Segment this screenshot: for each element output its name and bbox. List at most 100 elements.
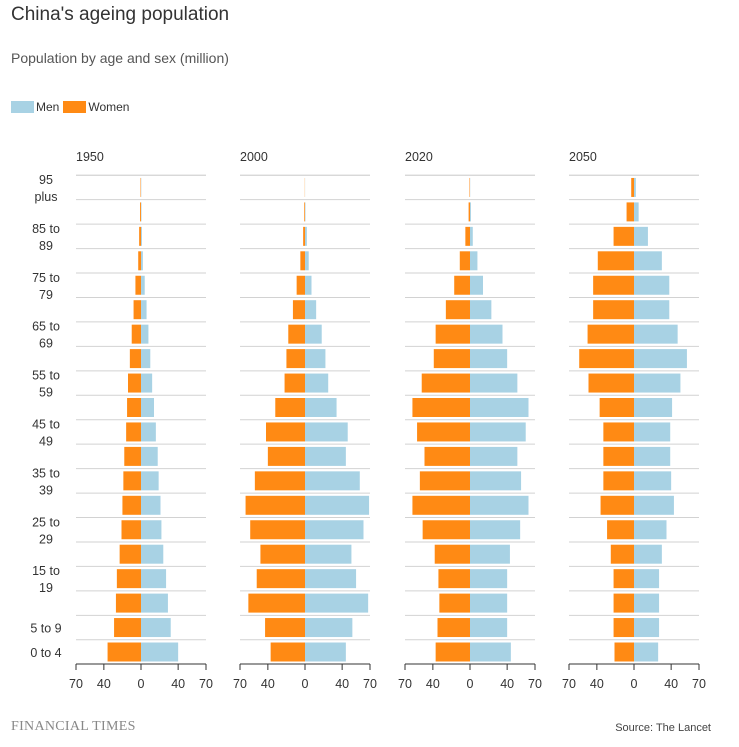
x-tick-label: 70 — [692, 677, 706, 691]
bar-men-2000-25-to-29 — [305, 520, 364, 540]
panel-year-label: 2050 — [569, 150, 597, 164]
bar-women-2000-15-to-19 — [256, 569, 305, 589]
chart-title: China's ageing population — [11, 4, 230, 25]
x-tick-label: 70 — [528, 677, 542, 691]
bar-men-2050-70-to-74 — [634, 300, 670, 320]
bar-men-1950-55-to-59 — [141, 373, 153, 393]
x-tick-label: 0 — [138, 677, 145, 691]
bar-women-2050-35-to-39 — [603, 471, 634, 491]
bar-men-1950-70-to-74 — [141, 300, 147, 320]
bar-men-1950-45-to-49 — [141, 422, 156, 442]
bar-men-2000-80-to-84 — [305, 251, 309, 271]
x-tick-label: 70 — [233, 677, 247, 691]
bar-women-2020-50-to-54 — [412, 398, 470, 417]
x-tick-label: 40 — [590, 677, 604, 691]
bar-women-1950-20-to-24 — [119, 544, 141, 564]
x-tick-label: 40 — [500, 677, 514, 691]
bar-women-1950-80-to-84 — [138, 251, 141, 271]
bar-men-2000-45-to-49 — [305, 422, 348, 442]
bar-women-2000-45-to-49 — [266, 422, 305, 442]
bar-men-2020-70-to-74 — [470, 300, 492, 320]
bar-men-2020-25-to-29 — [470, 520, 521, 540]
bar-men-2050-20-to-24 — [634, 544, 662, 564]
bar-women-2000-35-to-39 — [254, 471, 305, 491]
bar-men-2020-5-to-9 — [470, 618, 508, 638]
bar-women-2000-65-to-69 — [288, 324, 305, 344]
y-tick-label: 89 — [39, 239, 53, 253]
bar-women-2020-35-to-39 — [419, 471, 470, 491]
bar-men-2050-80-to-84 — [634, 251, 662, 271]
bar-women-2000-50-to-54 — [275, 398, 305, 417]
bar-men-1950-75-to-79 — [141, 275, 145, 295]
y-tick-label: 45 to — [32, 417, 60, 431]
bar-women-1950-35-to-39 — [123, 471, 141, 491]
bar-women-2050-0-to-4 — [614, 642, 634, 662]
bar-women-1950-70-to-74 — [133, 300, 141, 320]
bar-women-2000-10-to-14 — [248, 593, 305, 613]
bar-women-2020-65-to-69 — [435, 324, 470, 344]
panel-year-label: 2000 — [240, 150, 268, 164]
bar-men-2000-35-to-39 — [305, 471, 360, 491]
bar-men-2000-10-to-14 — [305, 593, 369, 613]
bar-men-1950-80-to-84 — [141, 251, 143, 271]
bar-women-1950-75-to-79 — [135, 275, 141, 295]
bar-men-2020-40-to-44 — [470, 446, 518, 466]
y-tick-label: 65 to — [32, 320, 60, 334]
y-tick-label: plus — [35, 190, 58, 204]
bar-women-1950-10-to-14 — [115, 593, 141, 613]
y-tick-label: 35 to — [32, 466, 60, 480]
bar-men-2000-20-to-24 — [305, 544, 352, 564]
bar-women-2000-90-to-94 — [304, 202, 305, 222]
bar-women-2050-60-to-64 — [579, 349, 634, 369]
bar-women-1950-40-to-44 — [124, 446, 141, 466]
x-tick-label: 40 — [171, 677, 185, 691]
bar-men-1950-25-to-29 — [141, 520, 162, 540]
bar-men-1950-0-to-4 — [141, 642, 179, 662]
bar-women-2050-65-to-69 — [587, 324, 634, 344]
legend-label-men: Men — [36, 100, 60, 114]
bar-men-1950-40-to-44 — [141, 446, 158, 466]
bar-men-2000-85-to-89 — [305, 226, 307, 246]
legend: Men Women — [11, 100, 133, 114]
bar-men-2050-5-to-9 — [634, 618, 660, 638]
y-tick-label: 55 to — [32, 369, 60, 383]
bar-women-2050-90-to-94 — [626, 202, 634, 222]
bar-men-2050-25-to-29 — [634, 520, 667, 540]
bar-men-2020-60-to-64 — [470, 349, 508, 369]
bar-women-2020-30-to-34 — [412, 495, 470, 515]
bar-men-2020-75-to-79 — [470, 275, 483, 295]
bar-men-2000-30-to-34 — [305, 495, 370, 515]
bar-men-2050-60-to-64 — [634, 349, 687, 369]
x-tick-label: 70 — [562, 677, 576, 691]
bar-men-2050-95-plus — [634, 177, 636, 197]
bar-men-1950-35-to-39 — [141, 471, 159, 491]
bar-women-2020-20-to-24 — [434, 544, 470, 564]
bar-women-2020-85-to-89 — [465, 226, 470, 246]
bar-women-2050-25-to-29 — [607, 520, 634, 540]
x-tick-label: 0 — [631, 677, 638, 691]
y-tick-label: 15 to — [32, 564, 60, 578]
legend-swatch-men — [11, 101, 34, 113]
bar-men-2050-40-to-44 — [634, 446, 671, 466]
x-tick-label: 40 — [261, 677, 275, 691]
x-tick-label: 0 — [302, 677, 309, 691]
y-tick-label: 39 — [39, 483, 53, 497]
bar-men-2020-65-to-69 — [470, 324, 503, 344]
bar-women-2000-85-to-89 — [303, 226, 305, 246]
bar-women-2020-5-to-9 — [437, 618, 470, 638]
bar-men-2050-30-to-34 — [634, 495, 674, 515]
chart-subtitle: Population by age and sex (million) — [11, 50, 229, 66]
y-tick-label: 5 to 9 — [30, 622, 61, 636]
bar-women-1950-60-to-64 — [129, 349, 141, 369]
bar-women-2050-10-to-14 — [613, 593, 634, 613]
bar-men-2000-5-to-9 — [305, 618, 353, 638]
bar-women-2020-80-to-84 — [459, 251, 470, 271]
bar-women-2000-5-to-9 — [265, 618, 305, 638]
bar-men-1950-15-to-19 — [141, 569, 167, 589]
bar-men-2000-0-to-4 — [305, 642, 346, 662]
bar-men-2050-45-to-49 — [634, 422, 671, 442]
bar-men-2020-10-to-14 — [470, 593, 508, 613]
bar-men-2050-85-to-89 — [634, 226, 648, 246]
y-tick-label: 29 — [39, 532, 53, 546]
